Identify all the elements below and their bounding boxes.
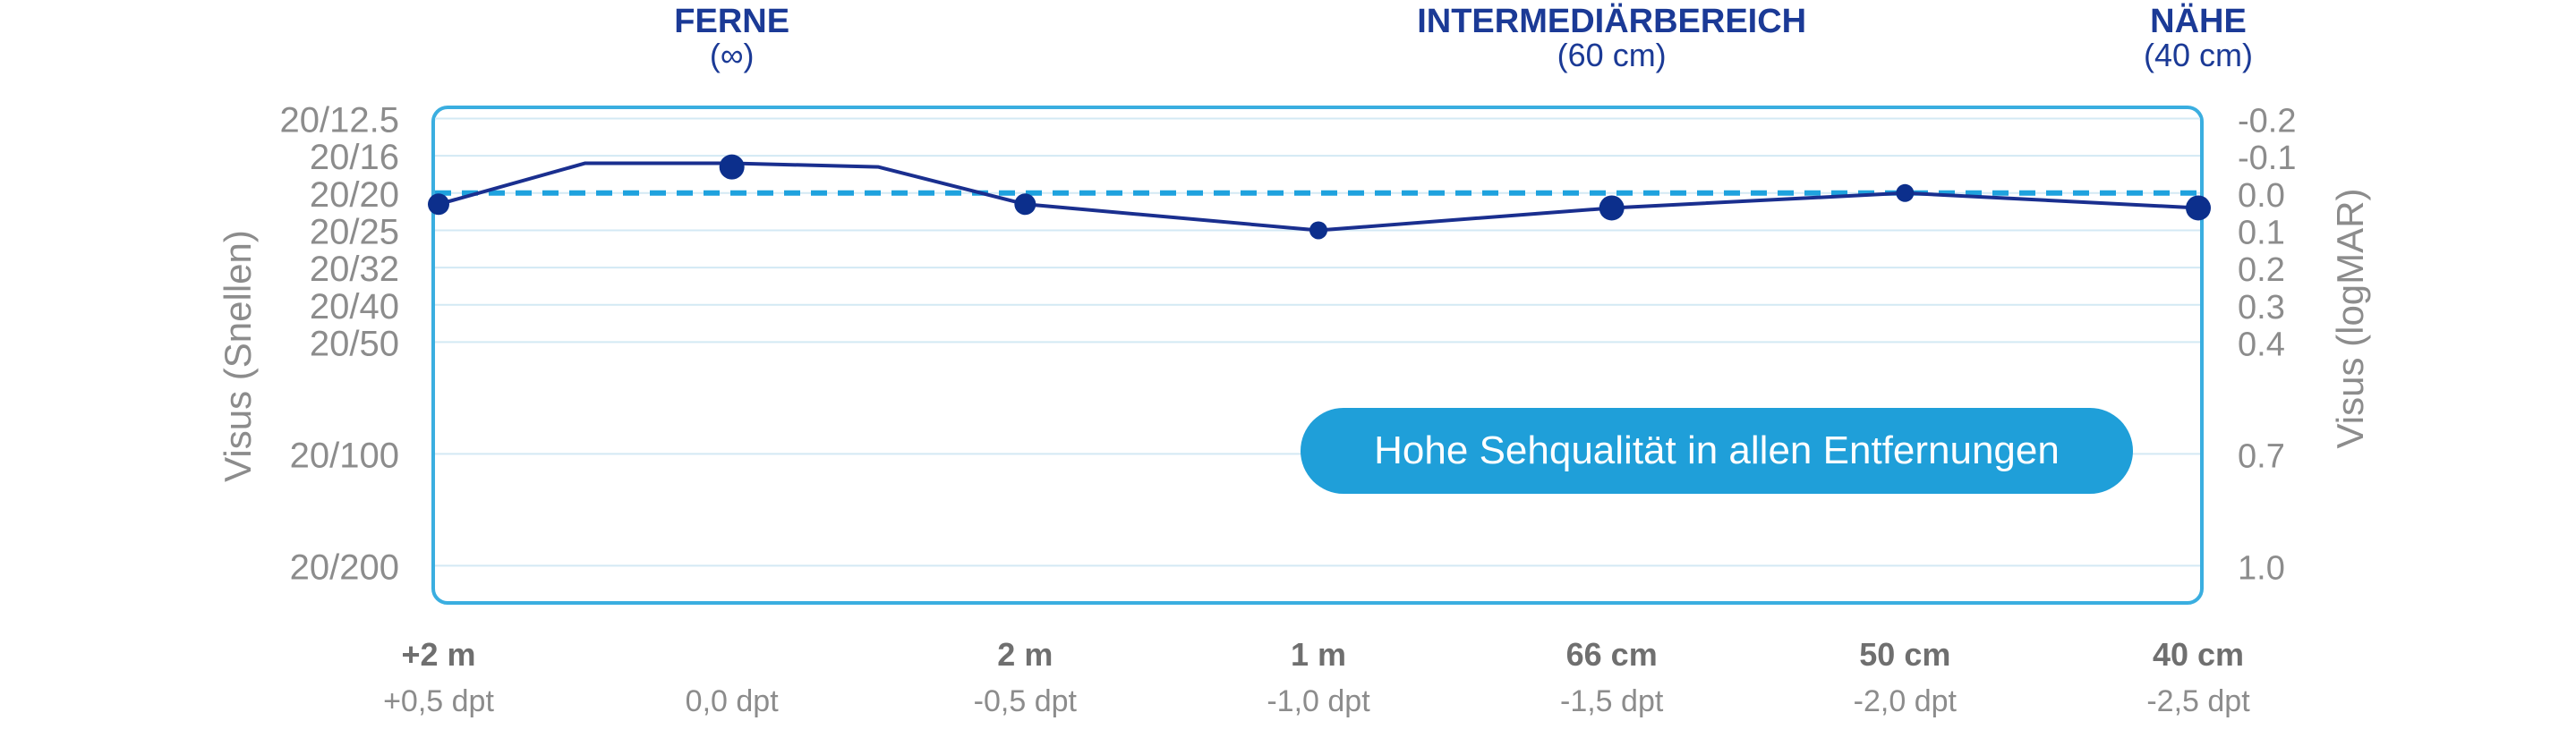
- y-axis-label-left: Visus (Snellen): [217, 230, 259, 482]
- region-title: NÄHE: [2150, 2, 2247, 40]
- data-point-marker: [1599, 195, 1625, 221]
- quality-callout-badge: Hohe Sehqualität in allen Entfernungen: [1301, 408, 2133, 494]
- y-tick-label-snellen: 20/40: [310, 287, 399, 327]
- visual-acuity-line: [438, 161, 2199, 233]
- y-tick-label-snellen: 20/12.5: [280, 100, 399, 140]
- y-axis-label-right: Visus (logMAR): [2329, 189, 2371, 449]
- x-tick-label-distance: 40 cm: [2153, 636, 2244, 673]
- region-title: FERNE: [674, 3, 789, 40]
- x-tick-label-diopter: -2,5 dpt: [2146, 684, 2250, 718]
- data-point-marker: [719, 154, 745, 180]
- x-tick-label-diopter: 0,0 dpt: [686, 684, 780, 718]
- y-tick-label-logmar: -0.1: [2238, 140, 2296, 177]
- x-tick-label-diopter: -1,0 dpt: [1267, 684, 1370, 718]
- grid-lines: [435, 117, 2200, 567]
- y-tick-label-logmar: 0.1: [2238, 214, 2285, 251]
- y-tick-label-logmar: 0.3: [2238, 289, 2285, 327]
- region-subtitle: (40 cm): [2144, 37, 2253, 73]
- data-point-marker: [2186, 195, 2211, 221]
- y-tick-labels: 20/12.5 -0.2 20/16 -0.1 20/20 0.0 20/25 0.1 20/3…: [280, 100, 2297, 587]
- x-tick-label-distance: 50 cm: [1859, 636, 1950, 673]
- y-tick-label-snellen: 20/50: [310, 324, 399, 363]
- y-tick-label-snellen: 20/20: [310, 175, 399, 215]
- x-tick-label-distance: +2 m: [401, 636, 475, 673]
- y-tick-label-snellen: 20/200: [290, 547, 399, 587]
- y-tick-label-logmar: 0.4: [2238, 326, 2285, 363]
- x-tick-label-diopter: -1,5 dpt: [1560, 684, 1664, 718]
- y-tick-label-snellen: 20/100: [290, 436, 399, 475]
- y-tick-label-logmar: 0.7: [2238, 437, 2285, 475]
- x-tick-labels: +2 m +0,5 dpt 0,0 dpt 2 m -0,5 dpt 1 m -1,0 dp…: [383, 636, 2250, 718]
- plot-frame: [431, 106, 2204, 605]
- x-tick-label-distance: 1 m: [1291, 636, 1346, 673]
- x-tick-label-distance: 66 cm: [1566, 636, 1658, 673]
- y-tick-label-snellen: 20/32: [310, 250, 399, 289]
- marker-group: [428, 154, 2211, 240]
- data-point-marker: [1309, 221, 1327, 240]
- x-tick-label-distance: 2 m: [997, 636, 1053, 673]
- data-point-marker: [1896, 183, 1915, 202]
- y-tick-label-logmar: 0.0: [2238, 177, 2285, 215]
- region-title: INTERMEDIÄRBEREICH: [1417, 2, 1806, 40]
- y-tick-label-snellen: 20/16: [310, 138, 399, 177]
- x-tick-label-diopter: -2,0 dpt: [1854, 684, 1958, 718]
- y-tick-label-logmar: 0.2: [2238, 251, 2285, 289]
- y-tick-label-logmar: -0.2: [2238, 102, 2296, 140]
- region-subtitle: (∞): [710, 37, 755, 73]
- data-point-marker: [428, 193, 449, 216]
- series-line-group: [438, 161, 2199, 233]
- region-subtitle: (60 cm): [1557, 37, 1667, 73]
- x-tick-label-diopter: +0,5 dpt: [383, 684, 494, 718]
- region-labels: FERNE(∞) INTERMEDIÄRBEREICH(60 cm) NÄHE(40…: [674, 2, 2253, 73]
- y-tick-label-snellen: 20/25: [310, 212, 399, 251]
- x-tick-label-diopter: -0,5 dpt: [974, 684, 1078, 718]
- y-tick-label-logmar: 1.0: [2238, 549, 2285, 587]
- data-point-marker: [1014, 193, 1036, 216]
